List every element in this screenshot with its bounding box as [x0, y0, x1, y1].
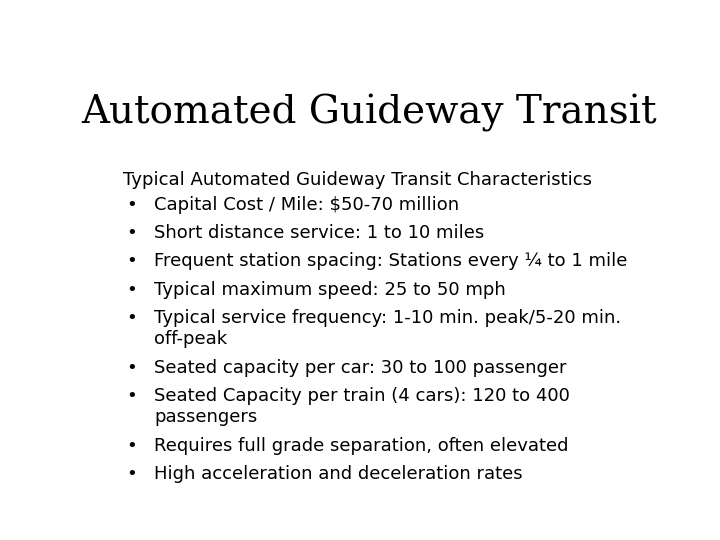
Text: •: • [127, 309, 138, 327]
Text: •: • [127, 252, 138, 271]
Text: Seated Capacity per train (4 cars): 120 to 400
passengers: Seated Capacity per train (4 cars): 120 … [154, 387, 570, 426]
Text: Capital Cost / Mile: $50-70 million: Capital Cost / Mile: $50-70 million [154, 196, 459, 214]
Text: •: • [127, 465, 138, 483]
Text: Frequent station spacing: Stations every ¼ to 1 mile: Frequent station spacing: Stations every… [154, 252, 628, 271]
Text: Requires full grade separation, often elevated: Requires full grade separation, often el… [154, 437, 569, 455]
Text: •: • [127, 437, 138, 455]
Text: Seated capacity per car: 30 to 100 passenger: Seated capacity per car: 30 to 100 passe… [154, 359, 567, 377]
Text: Typical Automated Guideway Transit Characteristics: Typical Automated Guideway Transit Chara… [124, 171, 593, 189]
Text: High acceleration and deceleration rates: High acceleration and deceleration rates [154, 465, 523, 483]
Text: •: • [127, 196, 138, 214]
Text: •: • [127, 281, 138, 299]
Text: •: • [127, 359, 138, 377]
Text: •: • [127, 387, 138, 405]
Text: Typical maximum speed: 25 to 50 mph: Typical maximum speed: 25 to 50 mph [154, 281, 506, 299]
Text: Automated Guideway Transit: Automated Guideway Transit [81, 94, 657, 132]
Text: •: • [127, 224, 138, 242]
Text: Short distance service: 1 to 10 miles: Short distance service: 1 to 10 miles [154, 224, 485, 242]
Text: Typical service frequency: 1-10 min. peak/5-20 min.
off-peak: Typical service frequency: 1-10 min. pea… [154, 309, 621, 348]
